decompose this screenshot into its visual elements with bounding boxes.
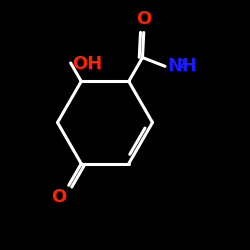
Text: 2: 2	[178, 58, 187, 71]
Text: OH: OH	[72, 55, 103, 73]
Text: O: O	[52, 188, 67, 206]
Text: O: O	[136, 10, 152, 28]
Text: NH: NH	[167, 57, 197, 75]
